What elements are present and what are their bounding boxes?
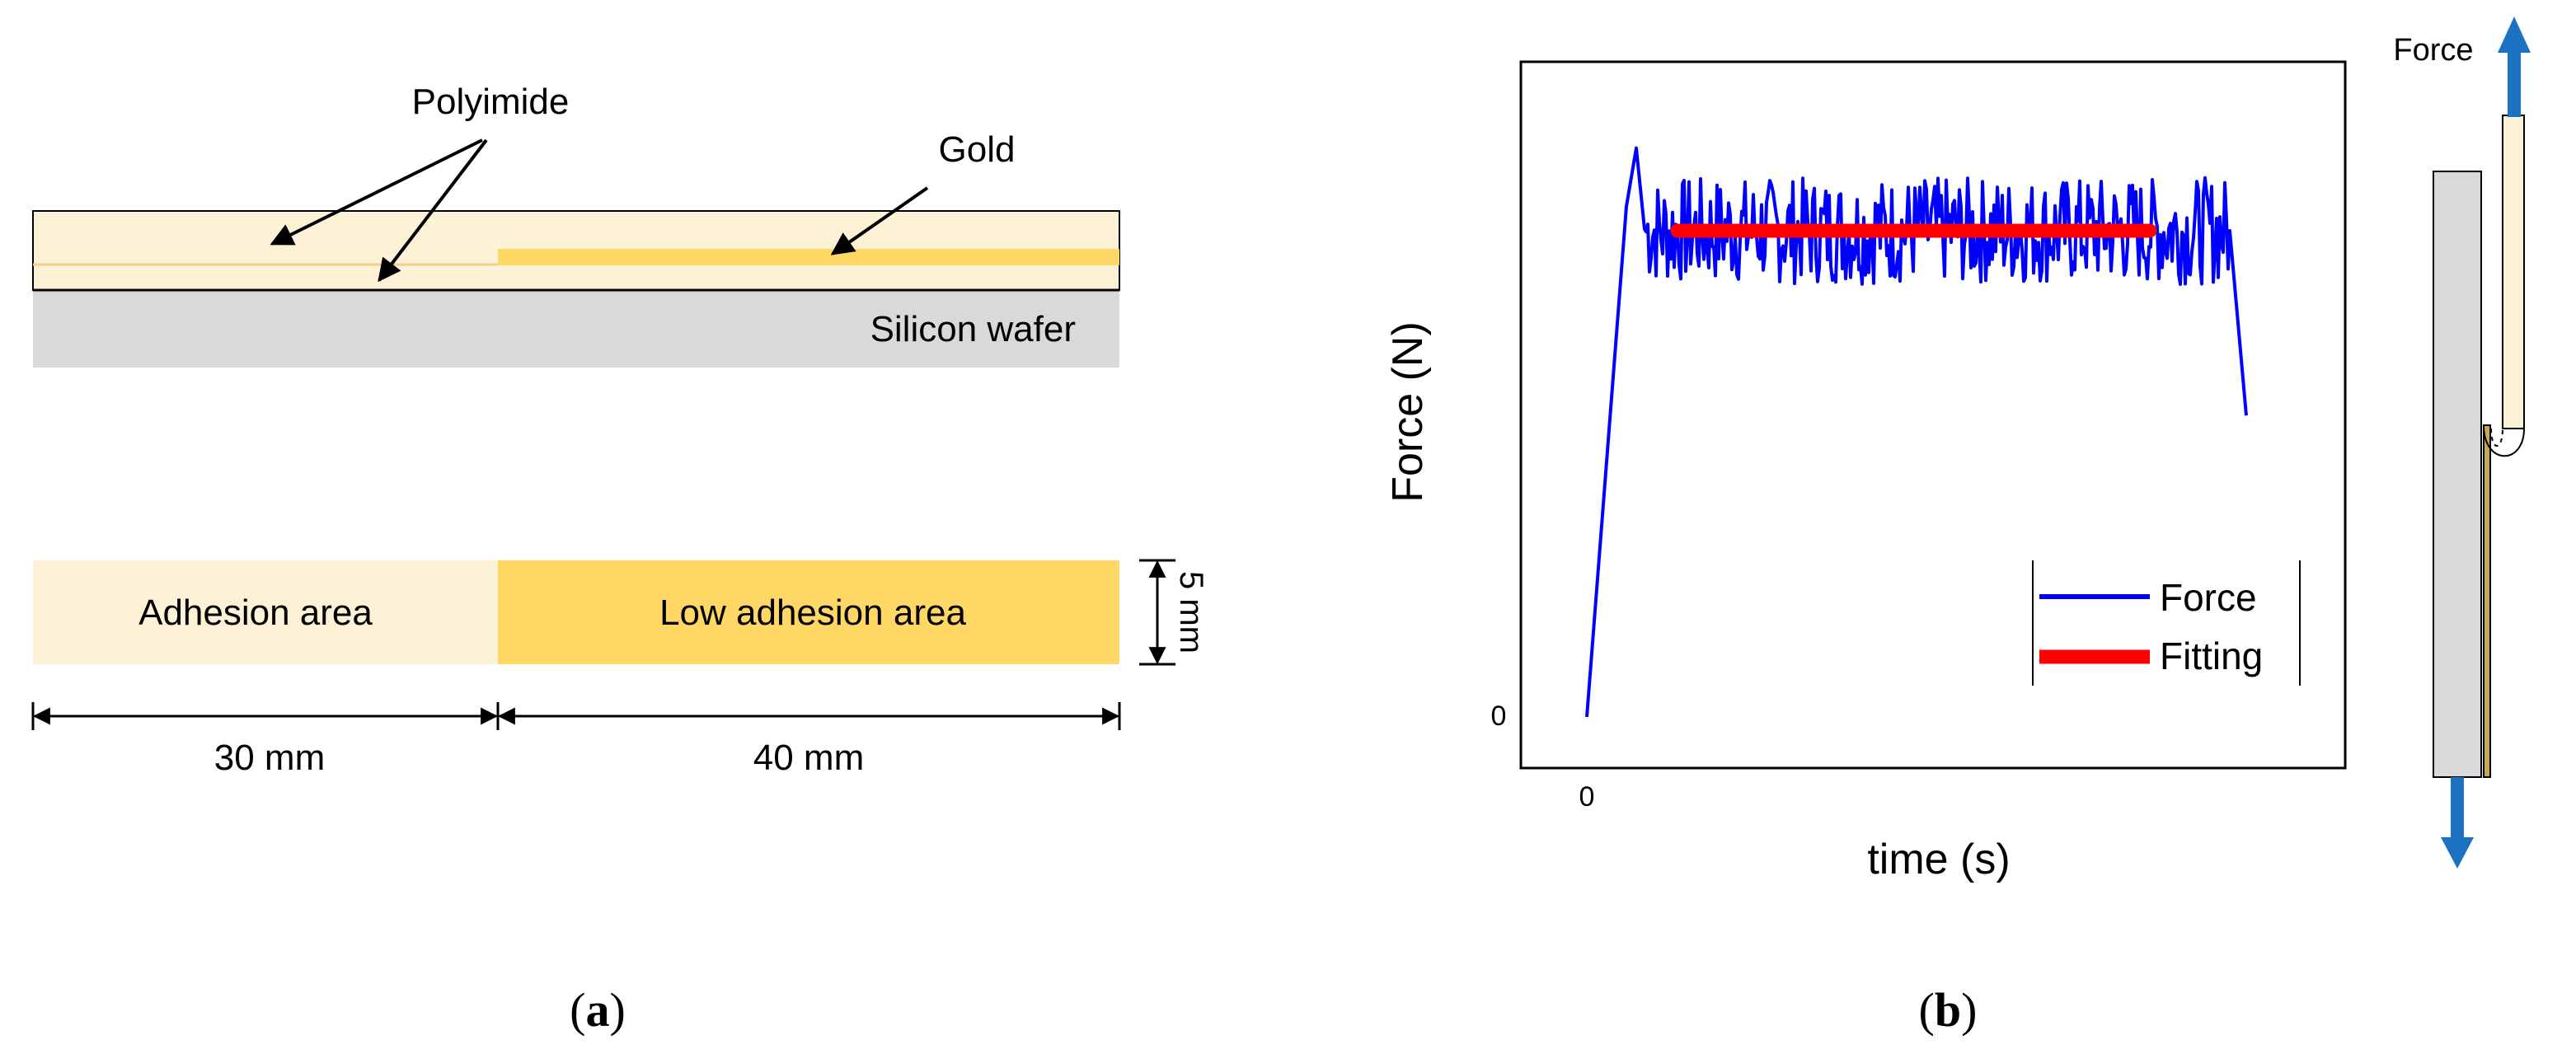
peel-test-schematic: Force (2393, 16, 2531, 869)
low-adhesion-area (498, 560, 1119, 664)
width-dimension: 5 mm (1139, 559, 1209, 666)
adhesion-area (33, 560, 498, 664)
legend-force-label: Force (2160, 576, 2257, 619)
silicon-wafer-layer (33, 290, 1119, 368)
y-axis-label: Force (N) (1384, 321, 1432, 503)
force-arrow-label: Force (2393, 33, 2473, 68)
panel-b: Force (N) time (s) 0 0 Force Fitting (1384, 16, 2531, 1037)
panel-a: Silicon wafer Polyimide Gold Adhesion ar… (31, 82, 1209, 1037)
gold-label: Gold (939, 129, 1016, 170)
length-dimensions: 30 mm 40 mm (31, 702, 1121, 778)
peel-fold-dashed (2490, 428, 2503, 447)
adhesion-strip: Adhesion area Low adhesion area (33, 560, 1119, 664)
force-series-line (1585, 146, 2248, 718)
panel-a-caption: (a) (570, 983, 626, 1037)
chart-legend: Force Fitting (2032, 560, 2301, 686)
force-chart: Force (N) time (s) 0 0 Force Fitting (1384, 60, 2347, 883)
layer-stack: Silicon wafer (32, 210, 1120, 368)
width-dimension-label: 5 mm (1173, 571, 1209, 653)
panel-b-caption: (b) (1919, 983, 1978, 1037)
adhesion-area-label: Adhesion area (138, 593, 373, 633)
bonded-strip (2483, 424, 2491, 778)
peeled-strip (2502, 115, 2525, 429)
gold-arrow (830, 186, 929, 255)
pull-up-arrow-icon (2498, 16, 2531, 117)
pull-down-arrow-icon (2441, 777, 2474, 869)
polyimide-arrow-bottom (378, 138, 488, 283)
silicon-wafer-label: Silicon wafer (870, 309, 1076, 349)
dim-40mm-label: 40 mm (753, 738, 864, 778)
dim-30mm-label: 30 mm (214, 738, 325, 778)
x-axis-label: time (s) (1867, 836, 2010, 883)
y-tick-label: 0 (1491, 700, 1507, 732)
gold-layer (498, 249, 1119, 265)
substrate-block (2433, 171, 2482, 778)
polyimide-arrow-top (270, 138, 483, 246)
plot-frame (1519, 60, 2347, 770)
legend-fitting-label: Fitting (2160, 635, 2263, 677)
x-tick-label: 0 (1579, 781, 1595, 813)
polyimide-label: Polyimide (412, 82, 570, 122)
peel-fold (2483, 424, 2525, 457)
low-adhesion-area-label: Low adhesion area (659, 593, 966, 633)
